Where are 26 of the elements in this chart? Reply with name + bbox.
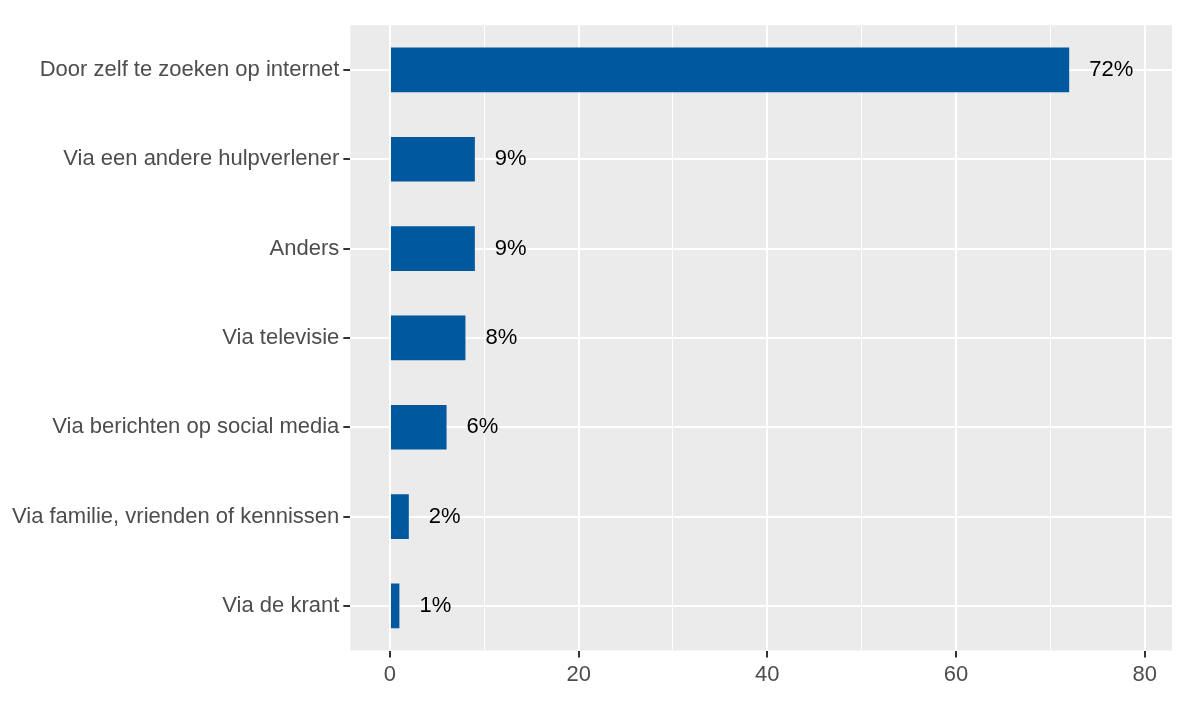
- x-tick-label: 20: [566, 660, 591, 686]
- data-label: 9%: [494, 145, 527, 171]
- y-tick-label: Via een andere hulpverlener: [63, 145, 340, 171]
- x-tick-label: 60: [943, 660, 969, 686]
- data-label: 2%: [428, 502, 461, 528]
- x-tick-label: 0: [383, 660, 397, 686]
- data-label: 9%: [494, 234, 527, 260]
- bar: [390, 47, 1070, 93]
- bar: [390, 494, 409, 539]
- bar: [390, 583, 400, 629]
- y-tick-label: Via televisie: [222, 323, 340, 349]
- y-tick-label: Via familie, vrienden of kennissen: [11, 502, 340, 528]
- bar: [390, 404, 447, 450]
- bar: [390, 315, 466, 361]
- data-label: 6%: [466, 413, 499, 439]
- x-tick-label: 40: [755, 660, 780, 686]
- y-tick-label: Via de krant: [222, 591, 340, 617]
- y-tick-label: Via berichten op social media: [52, 413, 341, 439]
- y-tick-label: Anders: [269, 234, 340, 260]
- data-label: 72%: [1089, 55, 1134, 81]
- y-tick-label: Door zelf te zoeken op internet: [39, 55, 340, 81]
- bar: [390, 226, 475, 271]
- x-tick-label: 80: [1132, 660, 1157, 686]
- bar: [390, 136, 475, 182]
- data-label: 1%: [419, 591, 452, 617]
- data-label: 8%: [485, 323, 518, 349]
